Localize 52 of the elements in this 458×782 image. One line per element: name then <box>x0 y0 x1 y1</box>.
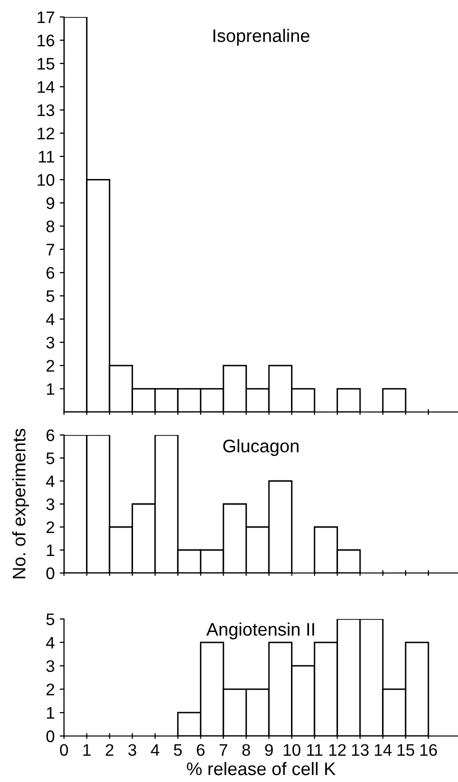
x-tick-label: 8 <box>242 744 250 756</box>
y-tick-label: 4 <box>46 636 54 648</box>
y-tick-label: 16 <box>38 34 54 46</box>
y-tick-label: 4 <box>46 476 54 488</box>
y-tick-label: 1 <box>46 383 54 395</box>
chart-title: Angiotensin II <box>206 622 314 640</box>
y-tick-label: 2 <box>46 521 54 534</box>
y-tick-label: 15 <box>38 58 54 70</box>
y-tick-label: 6 <box>46 266 54 279</box>
y-tick-label: 5 <box>46 614 54 626</box>
text: Isoprenaline <box>213 28 310 46</box>
y-axis-title: No. of experiments <box>12 428 30 578</box>
y-tick-label: 12 <box>38 128 54 140</box>
x-axis-title: % release of cell K <box>186 762 336 776</box>
y-tick-label: 0 <box>46 567 54 580</box>
y-tick-label: 2 <box>46 684 54 696</box>
y-tick-label: 4 <box>46 314 54 326</box>
y-tick-label: 3 <box>46 660 54 672</box>
y-tick-label: 10 <box>38 174 54 186</box>
x-tick-label: 6 <box>196 744 205 756</box>
x-tick-label: 14 <box>374 744 392 756</box>
y-tick-label: 2 <box>46 360 54 372</box>
x-tick-label: 13 <box>352 744 369 756</box>
x-tick-label: 4 <box>150 744 160 756</box>
y-tick-label: 0 <box>46 730 54 742</box>
y-tick-label: 11 <box>38 150 54 162</box>
y-tick-label: 3 <box>46 498 54 510</box>
y-tick-label: 6 <box>46 429 54 442</box>
x-tick-label: 10 <box>284 744 300 756</box>
x-tick-label: 7 <box>220 744 228 756</box>
y-tick-label: 9 <box>46 197 54 210</box>
y-tick-label: 1 <box>46 544 54 556</box>
y-tick-label: 5 <box>46 290 54 302</box>
y-tick-label: 17 <box>38 12 54 24</box>
chart-title: Glucagon <box>223 439 298 456</box>
y-tick-label: 7 <box>46 244 54 256</box>
x-tick-label: 11 <box>307 744 322 756</box>
x-tick-label: 9 <box>265 744 273 756</box>
x-tick-label: 12 <box>329 744 346 756</box>
y-tick-label: 8 <box>46 220 54 232</box>
x-tick-label: 3 <box>128 744 136 756</box>
x-tick-label: 5 <box>174 744 182 756</box>
y-tick-label: 5 <box>46 452 54 464</box>
x-tick-label: 16 <box>420 744 437 756</box>
x-tick-label: 2 <box>106 744 114 756</box>
y-tick-label: 3 <box>46 336 54 348</box>
x-tick-label: 1 <box>83 744 91 756</box>
x-tick-label: 0 <box>60 744 68 756</box>
y-tick-label: 14 <box>38 81 54 93</box>
y-tick-label: 13 <box>38 104 54 116</box>
y-tick-label: 1 <box>46 707 54 719</box>
x-tick-label: 15 <box>398 744 414 756</box>
